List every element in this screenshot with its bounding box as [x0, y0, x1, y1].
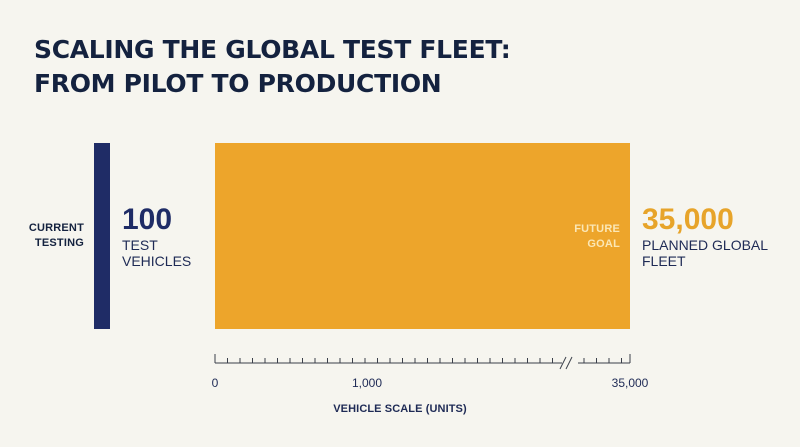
x-tick-label-0: 0	[211, 376, 219, 390]
current-testing-bar	[94, 143, 110, 329]
axis-break-mark-1	[559, 356, 567, 370]
future-goal-value: 35,000	[642, 203, 734, 236]
x-tick-label-1000: 1,000	[351, 376, 383, 390]
current-testing-label: CURRENT TESTING	[28, 222, 84, 249]
x-axis	[214, 354, 631, 370]
future-goal-bar	[215, 143, 630, 329]
chart-title-line-1: SCALING THE GLOBAL TEST FLEET:	[34, 35, 511, 64]
current-testing-description: TEST VEHICLES	[122, 237, 192, 269]
axis-break-mark-2	[565, 356, 573, 370]
current-testing-value: 100	[122, 203, 173, 236]
chart-title: SCALING THE GLOBAL TEST FLEET: FROM PILO…	[34, 33, 511, 101]
x-tick-label-35000: 35,000	[611, 376, 649, 390]
x-axis-title: VEHICLE SCALE (UNITS)	[333, 403, 467, 415]
future-goal-description: PLANNED GLOBAL FLEET	[642, 237, 768, 269]
chart-title-line-2: FROM PILOT TO PRODUCTION	[34, 69, 442, 98]
future-goal-label: FUTURE GOAL	[574, 223, 620, 250]
